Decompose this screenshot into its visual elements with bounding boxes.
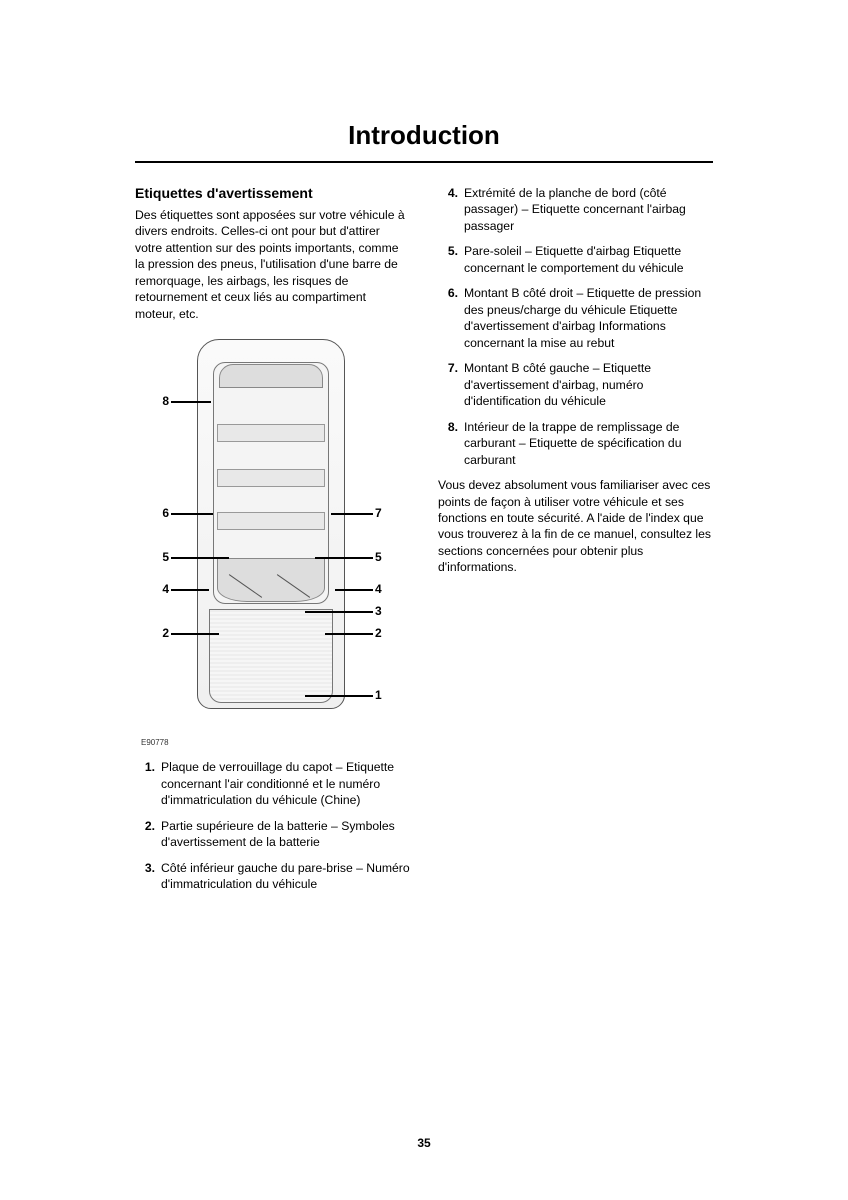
callout-lead: [171, 557, 229, 559]
list-text: Plaque de verrouillage du capot – Etique…: [161, 759, 410, 808]
two-column-layout: Etiquettes d'avertissement Des étiquette…: [135, 185, 713, 902]
list-text: Extrémité de la planche de bord (côté pa…: [464, 185, 713, 234]
list-item: 1. Plaque de verrouillage du capot – Eti…: [135, 759, 410, 808]
list-item: 3. Côté inférieur gauche du pare-brise –…: [135, 860, 410, 893]
callout-label-2: 2: [149, 626, 169, 640]
vehicle-seat-row: [217, 469, 325, 487]
page-number: 35: [0, 1136, 848, 1150]
list-item: 6. Montant B côté droit – Etiquette de p…: [438, 285, 713, 351]
callout-label-5r: 5: [375, 550, 395, 564]
list-item: 7. Montant B côté gauche – Etiquette d'a…: [438, 360, 713, 409]
list-text: Montant B côté gauche – Etiquette d'aver…: [464, 360, 713, 409]
callout-label-1: 1: [375, 688, 395, 702]
callout-label-8: 8: [149, 394, 169, 408]
callout-lead: [171, 633, 219, 635]
right-column: 4. Extrémité de la planche de bord (côté…: [438, 185, 713, 902]
list-number: 4.: [438, 185, 464, 234]
callout-label-7: 7: [375, 506, 395, 520]
callout-label-3: 3: [375, 604, 395, 618]
list-text: Montant B côté droit – Etiquette de pres…: [464, 285, 713, 351]
list-text: Côté inférieur gauche du pare-brise – Nu…: [161, 860, 410, 893]
ordered-list-left: 1. Plaque de verrouillage du capot – Eti…: [135, 759, 410, 892]
callout-label-2r: 2: [375, 626, 395, 640]
intro-paragraph: Des étiquettes sont apposées sur votre v…: [135, 207, 410, 322]
page-title: Introduction: [135, 120, 713, 151]
vehicle-rear-window: [219, 364, 323, 388]
list-number: 3.: [135, 860, 161, 893]
vehicle-diagram: 8 6 5 4 2 7 5 4 3 2: [135, 334, 410, 734]
callout-label-4r: 4: [375, 582, 395, 596]
list-number: 7.: [438, 360, 464, 409]
callout-lead: [325, 633, 373, 635]
page: Introduction Etiquettes d'avertissement …: [0, 0, 848, 1200]
callout-lead: [331, 513, 373, 515]
callout-label-6: 6: [149, 506, 169, 520]
list-number: 8.: [438, 419, 464, 468]
callout-lead: [315, 557, 373, 559]
left-column: Etiquettes d'avertissement Des étiquette…: [135, 185, 410, 902]
list-item: 5. Pare-soleil – Etiquette d'airbag Etiq…: [438, 243, 713, 276]
diagram-code: E90778: [141, 738, 410, 747]
list-item: 4. Extrémité de la planche de bord (côté…: [438, 185, 713, 234]
vehicle-seat-row: [217, 512, 325, 530]
list-text: Pare-soleil – Etiquette d'airbag Etiquet…: [464, 243, 713, 276]
section-heading: Etiquettes d'avertissement: [135, 185, 410, 201]
list-text: Intérieur de la trappe de remplissage de…: [464, 419, 713, 468]
list-number: 2.: [135, 818, 161, 851]
callout-lead: [171, 513, 213, 515]
list-item: 8. Intérieur de la trappe de remplissage…: [438, 419, 713, 468]
ordered-list-right: 4. Extrémité de la planche de bord (côté…: [438, 185, 713, 468]
callout-lead: [305, 695, 373, 697]
list-item: 2. Partie supérieure de la batterie – Sy…: [135, 818, 410, 851]
callout-label-4: 4: [149, 582, 169, 596]
callout-lead: [305, 611, 373, 613]
vehicle-hood: [209, 609, 333, 703]
callout-lead: [171, 589, 209, 591]
vehicle-seat-row: [217, 424, 325, 442]
callout-label-5: 5: [149, 550, 169, 564]
list-number: 5.: [438, 243, 464, 276]
list-number: 1.: [135, 759, 161, 808]
callout-lead: [335, 589, 373, 591]
closing-paragraph: Vous devez absolument vous familiariser …: [438, 477, 713, 576]
title-rule: [135, 161, 713, 163]
list-number: 6.: [438, 285, 464, 351]
list-text: Partie supérieure de la batterie – Symbo…: [161, 818, 410, 851]
callout-lead: [171, 401, 211, 403]
